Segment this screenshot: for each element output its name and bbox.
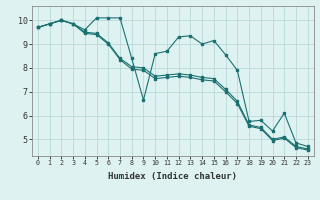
X-axis label: Humidex (Indice chaleur): Humidex (Indice chaleur) (108, 172, 237, 181)
